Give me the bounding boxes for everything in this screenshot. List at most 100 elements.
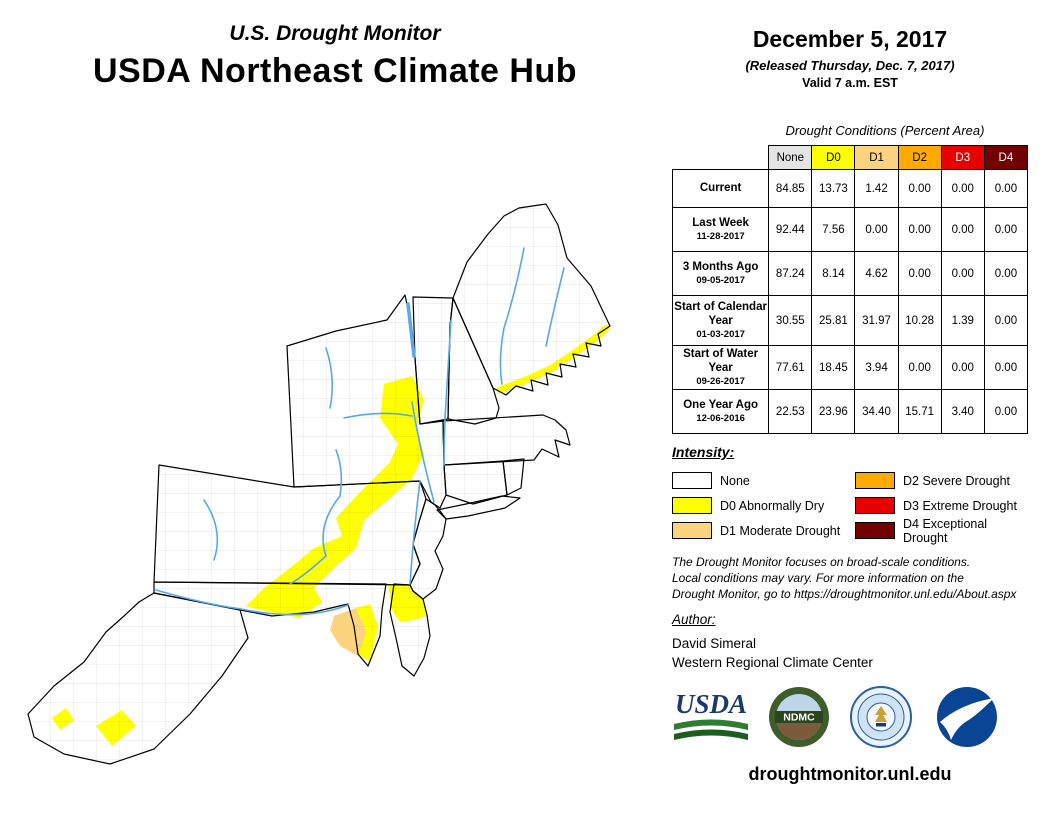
disclaimer-line: Local conditions may vary. For more info…	[672, 571, 964, 586]
table-cell: 8.14	[811, 251, 856, 296]
table-row-start-water-year: Start of Water Year 09-26-2017 77.61 18.4…	[671, 345, 1029, 390]
table-row-3-months-ago: 3 Months Ago 09-05-2017 87.24 8.14 4.62 0…	[671, 251, 1029, 296]
legend: Intensity: None D0 Abnormally Dry D1 Mod…	[672, 444, 1032, 545]
legend-title: Intensity:	[672, 444, 735, 460]
row-label: Last Week 11-28-2017	[671, 207, 770, 252]
col-header-d0: D0	[811, 145, 856, 170]
col-header-d1: D1	[854, 145, 899, 170]
title-block: U.S. Drought Monitor USDA Northeast Clim…	[20, 22, 650, 91]
author-block: Author: David Simeral Western Regional C…	[672, 612, 1032, 670]
table-cell: 13.73	[811, 169, 856, 208]
river-kennebec	[499, 247, 525, 385]
river-st-lawrence-area	[325, 347, 334, 409]
table-cell: 84.85	[768, 169, 813, 208]
legend-item-none: None	[672, 468, 855, 493]
table-corner-cell	[672, 145, 769, 170]
legend-swatch-none	[672, 472, 712, 489]
legend-swatch-d0	[672, 497, 712, 514]
river-connecticut	[443, 319, 452, 466]
river-mohawk	[343, 412, 413, 419]
row-label: One Year Ago 12-06-2016	[671, 389, 770, 434]
table-cell: 77.61	[768, 345, 813, 390]
ndmc-logo-graphic: NDMC	[769, 687, 829, 747]
table-cell: 0.00	[897, 207, 942, 252]
ndmc-logo-text: NDMC	[783, 712, 815, 724]
legend-item-d2: D2 Severe Drought	[855, 468, 1032, 493]
page-title: USDA Northeast Climate Hub	[92, 52, 578, 90]
river-delaware	[409, 480, 421, 585]
valid-time: Valid 7 a.m. EST	[802, 76, 898, 90]
table-cell: 92.44	[768, 207, 813, 252]
commerce-seal-logo	[850, 686, 912, 748]
author-org: Western Regional Climate Center	[672, 655, 873, 670]
table-cell: 31.97	[854, 295, 899, 346]
noaa-logo	[936, 686, 998, 748]
table-row-start-calendar-year: Start of Calendar Year 01-03-2017 30.55 2…	[671, 295, 1029, 346]
ndmc-logo: NDMC	[768, 686, 830, 748]
footer-url: droughtmonitor.unl.edu	[748, 764, 952, 784]
row-label: 3 Months Ago 09-05-2017	[671, 251, 770, 296]
table-cell: 0.00	[983, 345, 1029, 390]
table-cell: 4.62	[854, 251, 899, 296]
noaa-logo-graphic	[937, 687, 997, 747]
table-cell: 3.94	[854, 345, 899, 390]
table-cell: 0.00	[983, 207, 1029, 252]
disclaimer-line: Drought Monitor, go to https://droughtmo…	[672, 587, 1017, 602]
table-cell: 1.42	[854, 169, 899, 208]
usda-swoosh-light	[674, 719, 748, 730]
usda-logo-graphic: USDA	[674, 689, 748, 740]
date-block: December 5, 2017 (Released Thursday, Dec…	[690, 26, 1010, 90]
table-cell: 0.00	[983, 295, 1029, 346]
lake-champlain	[406, 302, 416, 358]
river-potomac	[155, 589, 349, 616]
table-cell: 0.00	[854, 207, 899, 252]
legend-item-d1: D1 Moderate Drought	[672, 518, 855, 543]
disclaimer: The Drought Monitor focuses on broad-sca…	[672, 554, 1042, 603]
table-cell: 10.28	[897, 295, 942, 346]
table-cell: 0.00	[983, 251, 1029, 296]
table-cell: 0.00	[940, 169, 985, 208]
table-cell: 0.00	[983, 389, 1029, 434]
table-cell: 0.00	[940, 251, 985, 296]
river-hudson	[411, 401, 435, 503]
ndmc-band	[775, 711, 823, 723]
county-lines	[28, 204, 610, 764]
seal-base	[876, 723, 886, 727]
author-heading: Author:	[672, 612, 716, 627]
row-label: Current	[671, 169, 770, 208]
table-cell: 34.40	[854, 389, 899, 434]
table-cell: 15.71	[897, 389, 942, 434]
noaa-gull-icon	[940, 698, 994, 740]
legend-swatch-d2	[855, 472, 895, 489]
col-header-d3: D3	[940, 145, 985, 170]
usda-logo-text: USDA	[675, 689, 747, 719]
table-row-current: Current 84.85 13.73 1.42 0.00 0.00 0.00	[671, 169, 1029, 208]
table-cell: 25.81	[811, 295, 856, 346]
table-cell: 0.00	[983, 169, 1029, 208]
legend-item-d0: D0 Abnormally Dry	[672, 493, 855, 518]
river-susquehanna	[289, 495, 341, 585]
col-header-none: None	[768, 145, 813, 170]
table-cell: 7.56	[811, 207, 856, 252]
table-cell: 0.00	[940, 207, 985, 252]
row-label: Start of Water Year 09-26-2017	[671, 345, 770, 390]
author-name: David Simeral	[672, 636, 757, 651]
col-header-d4: D4	[983, 145, 1029, 170]
commerce-seal-graphic	[850, 686, 912, 748]
legend-swatch-d1	[672, 522, 712, 539]
river-penobscot	[545, 267, 565, 347]
table-cell: 0.00	[897, 345, 942, 390]
table-row-one-year-ago: One Year Ago 12-06-2016 22.53 23.96 34.40…	[671, 389, 1029, 434]
table-header-row: None D0 D1 D2 D3 D4	[672, 145, 1029, 170]
disclaimer-line: The Drought Monitor focuses on broad-sca…	[672, 555, 971, 569]
table-cell: 1.39	[940, 295, 985, 346]
legend-item-d4: D4 Exceptional Drought	[855, 517, 1032, 545]
northeast-drought-map	[27, 203, 611, 765]
program-title: U.S. Drought Monitor	[229, 22, 441, 45]
table-cell: 0.00	[940, 345, 985, 390]
rivers	[155, 247, 565, 616]
table-cell: 0.00	[897, 169, 942, 208]
river-allegheny	[203, 499, 219, 561]
table-caption: Drought Conditions (Percent Area)	[785, 123, 985, 138]
